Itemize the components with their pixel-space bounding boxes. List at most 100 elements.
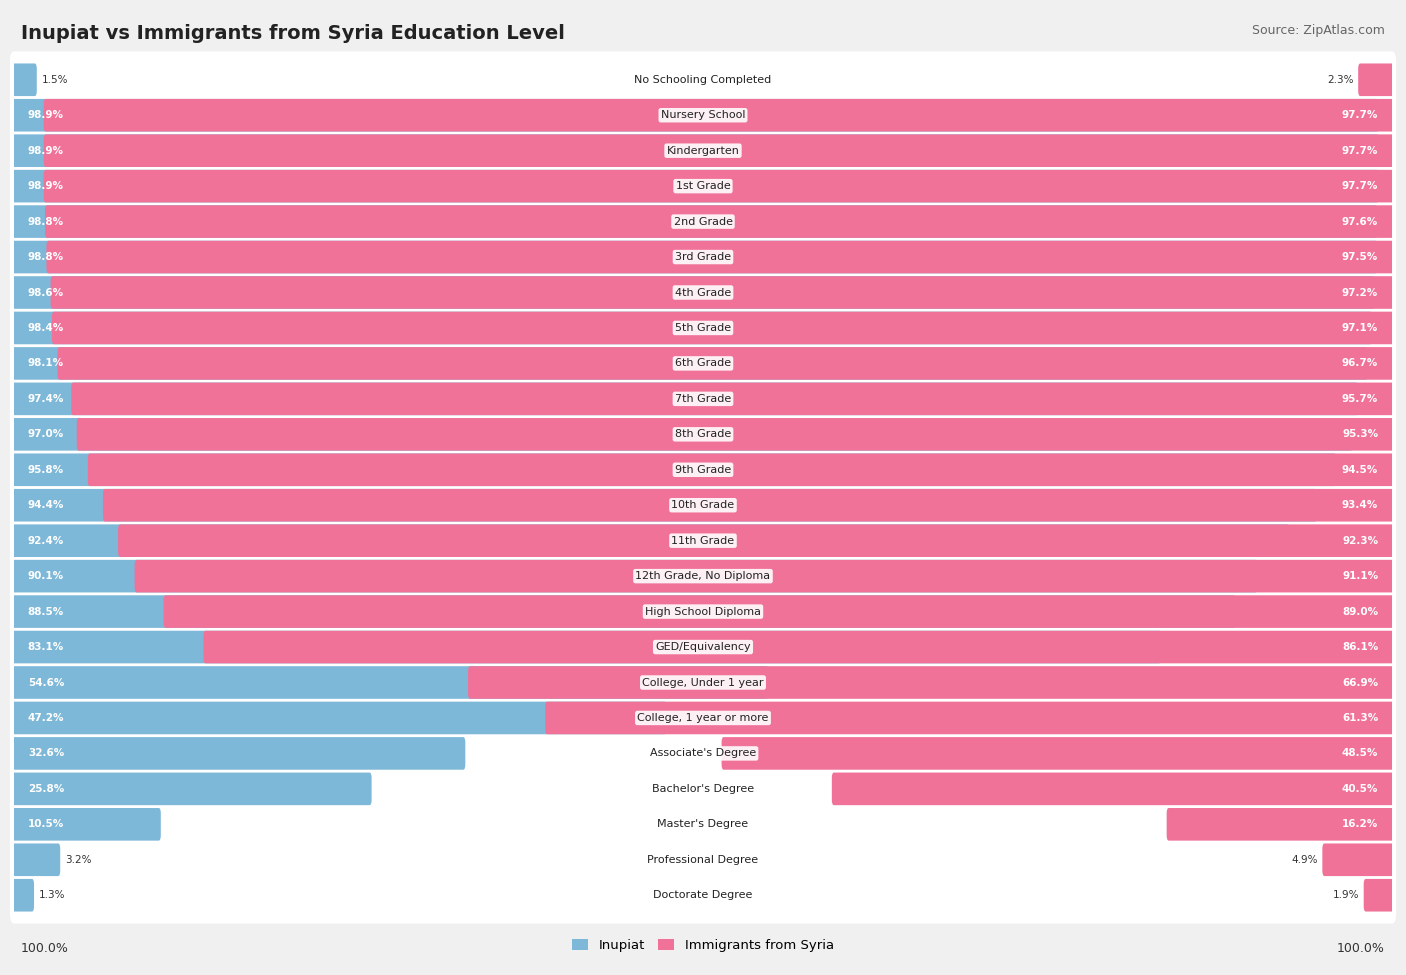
FancyBboxPatch shape: [13, 276, 1375, 309]
FancyBboxPatch shape: [44, 98, 1393, 132]
Text: 2.3%: 2.3%: [1327, 75, 1354, 85]
FancyBboxPatch shape: [10, 477, 1396, 533]
Text: 90.1%: 90.1%: [28, 571, 63, 581]
FancyBboxPatch shape: [13, 772, 371, 805]
FancyBboxPatch shape: [10, 654, 1396, 711]
Text: 54.6%: 54.6%: [28, 678, 65, 687]
Text: 1.3%: 1.3%: [39, 890, 65, 900]
FancyBboxPatch shape: [10, 264, 1396, 321]
Text: 10.5%: 10.5%: [28, 819, 65, 830]
FancyBboxPatch shape: [832, 772, 1393, 805]
Text: 100.0%: 100.0%: [1337, 943, 1385, 956]
Text: 96.7%: 96.7%: [1341, 359, 1378, 369]
FancyBboxPatch shape: [44, 170, 1393, 203]
Text: 88.5%: 88.5%: [28, 606, 65, 616]
Text: 48.5%: 48.5%: [1341, 749, 1378, 759]
FancyBboxPatch shape: [10, 335, 1396, 392]
FancyBboxPatch shape: [546, 702, 1393, 734]
FancyBboxPatch shape: [52, 312, 1393, 344]
Text: Professional Degree: Professional Degree: [647, 855, 759, 865]
Text: 97.1%: 97.1%: [1341, 323, 1378, 332]
FancyBboxPatch shape: [13, 347, 1368, 379]
Text: 91.1%: 91.1%: [1343, 571, 1378, 581]
Text: Associate's Degree: Associate's Degree: [650, 749, 756, 759]
FancyBboxPatch shape: [58, 347, 1393, 379]
Text: 92.4%: 92.4%: [28, 535, 65, 546]
FancyBboxPatch shape: [1358, 63, 1393, 97]
FancyBboxPatch shape: [13, 98, 1379, 132]
Text: 98.9%: 98.9%: [28, 145, 63, 156]
FancyBboxPatch shape: [10, 619, 1396, 676]
FancyBboxPatch shape: [10, 867, 1396, 923]
FancyBboxPatch shape: [10, 796, 1396, 853]
Text: 89.0%: 89.0%: [1343, 606, 1378, 616]
Text: 95.8%: 95.8%: [28, 465, 63, 475]
Text: 4.9%: 4.9%: [1291, 855, 1317, 865]
Text: 47.2%: 47.2%: [28, 713, 65, 722]
Text: 3rd Grade: 3rd Grade: [675, 253, 731, 262]
Text: 98.9%: 98.9%: [28, 181, 63, 191]
Text: 6th Grade: 6th Grade: [675, 359, 731, 369]
Text: 1.5%: 1.5%: [42, 75, 67, 85]
Text: 98.8%: 98.8%: [28, 216, 63, 226]
Text: 2nd Grade: 2nd Grade: [673, 216, 733, 226]
Text: GED/Equivalency: GED/Equivalency: [655, 643, 751, 652]
FancyBboxPatch shape: [163, 596, 1393, 628]
FancyBboxPatch shape: [13, 631, 1161, 663]
Text: 98.4%: 98.4%: [28, 323, 65, 332]
Text: 8th Grade: 8th Grade: [675, 429, 731, 440]
Text: 4th Grade: 4th Grade: [675, 288, 731, 297]
FancyBboxPatch shape: [51, 276, 1393, 309]
Text: 1.9%: 1.9%: [1333, 890, 1358, 900]
Text: 97.7%: 97.7%: [1341, 110, 1378, 120]
Text: 97.2%: 97.2%: [1341, 288, 1378, 297]
Text: 98.6%: 98.6%: [28, 288, 63, 297]
Text: 32.6%: 32.6%: [28, 749, 65, 759]
Text: 94.5%: 94.5%: [1341, 465, 1378, 475]
Text: 5th Grade: 5th Grade: [675, 323, 731, 332]
Text: 97.4%: 97.4%: [28, 394, 65, 404]
Text: 97.7%: 97.7%: [1341, 145, 1378, 156]
Text: 92.3%: 92.3%: [1343, 535, 1378, 546]
FancyBboxPatch shape: [44, 135, 1393, 167]
FancyBboxPatch shape: [1167, 808, 1393, 840]
Text: 100.0%: 100.0%: [21, 943, 69, 956]
Text: 7th Grade: 7th Grade: [675, 394, 731, 404]
FancyBboxPatch shape: [13, 525, 1289, 557]
Text: Source: ZipAtlas.com: Source: ZipAtlas.com: [1251, 24, 1385, 37]
FancyBboxPatch shape: [10, 442, 1396, 498]
FancyBboxPatch shape: [13, 702, 666, 734]
Text: 12th Grade, No Diploma: 12th Grade, No Diploma: [636, 571, 770, 581]
FancyBboxPatch shape: [10, 87, 1396, 143]
FancyBboxPatch shape: [10, 299, 1396, 356]
FancyBboxPatch shape: [10, 548, 1396, 604]
Text: 98.9%: 98.9%: [28, 110, 63, 120]
FancyBboxPatch shape: [10, 370, 1396, 427]
FancyBboxPatch shape: [13, 560, 1257, 593]
FancyBboxPatch shape: [10, 832, 1396, 888]
FancyBboxPatch shape: [13, 135, 1379, 167]
FancyBboxPatch shape: [13, 312, 1372, 344]
Text: 9th Grade: 9th Grade: [675, 465, 731, 475]
Text: Kindergarten: Kindergarten: [666, 145, 740, 156]
FancyBboxPatch shape: [468, 666, 1393, 699]
FancyBboxPatch shape: [721, 737, 1393, 769]
Text: 40.5%: 40.5%: [1341, 784, 1378, 794]
FancyBboxPatch shape: [135, 560, 1393, 593]
FancyBboxPatch shape: [13, 382, 1358, 415]
FancyBboxPatch shape: [10, 689, 1396, 746]
FancyBboxPatch shape: [13, 453, 1336, 487]
FancyBboxPatch shape: [10, 229, 1396, 286]
Text: College, 1 year or more: College, 1 year or more: [637, 713, 769, 722]
Text: 97.0%: 97.0%: [28, 429, 65, 440]
FancyBboxPatch shape: [10, 193, 1396, 250]
FancyBboxPatch shape: [13, 488, 1317, 522]
Text: 11th Grade: 11th Grade: [672, 535, 734, 546]
FancyBboxPatch shape: [46, 241, 1393, 273]
FancyBboxPatch shape: [1364, 878, 1393, 912]
Text: Nursery School: Nursery School: [661, 110, 745, 120]
Legend: Inupiat, Immigrants from Syria: Inupiat, Immigrants from Syria: [567, 933, 839, 957]
Text: 66.9%: 66.9%: [1343, 678, 1378, 687]
Text: College, Under 1 year: College, Under 1 year: [643, 678, 763, 687]
Text: Master's Degree: Master's Degree: [658, 819, 748, 830]
